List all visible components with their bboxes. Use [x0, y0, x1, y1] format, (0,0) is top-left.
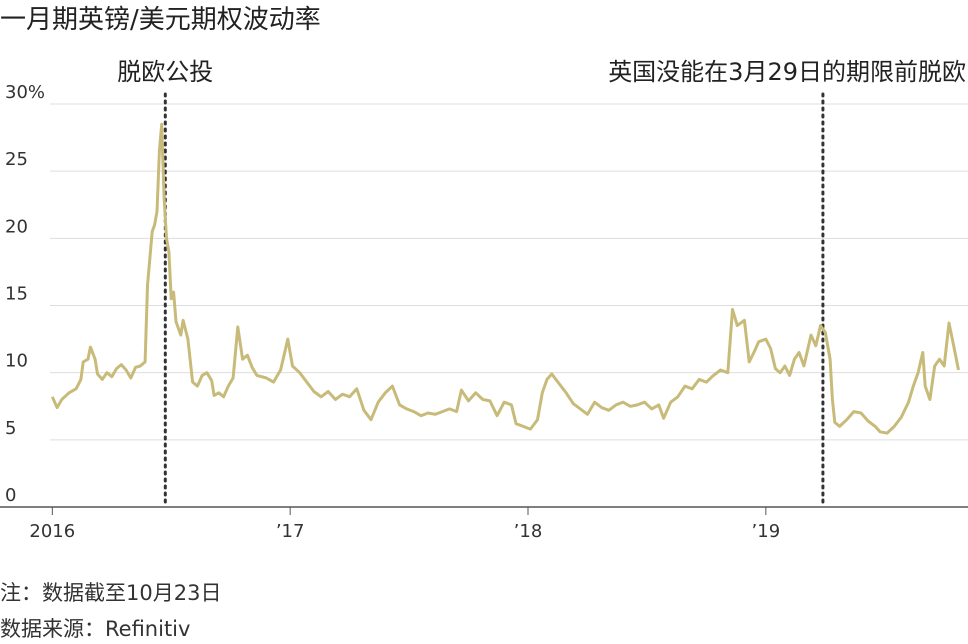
x-tick-label: ’17 — [276, 521, 305, 542]
y-tick-label: 5 — [5, 418, 16, 439]
x-tick-label: ’18 — [514, 521, 543, 542]
annotation-label: 英国没能在3月29日的期限前脱欧 — [608, 58, 966, 86]
y-tick-label: 0 — [5, 485, 16, 506]
footnote: 注：数据截至10月23日 — [0, 581, 221, 605]
chart-title: 一月期英镑/美元期权波动率 — [0, 5, 321, 35]
y-tick-label: 30% — [5, 82, 45, 103]
series-line — [50, 122, 960, 435]
annotation-label: 脱欧公投 — [117, 58, 213, 86]
y-tick-label: 20 — [5, 216, 28, 237]
y-tick-label: 15 — [5, 284, 28, 305]
x-tick-label: 2016 — [29, 521, 75, 542]
source: 数据来源：Refinitiv — [0, 617, 190, 641]
y-tick-label: 25 — [5, 149, 28, 170]
y-tick-label: 10 — [5, 351, 28, 372]
x-tick-label: ’19 — [752, 521, 781, 542]
